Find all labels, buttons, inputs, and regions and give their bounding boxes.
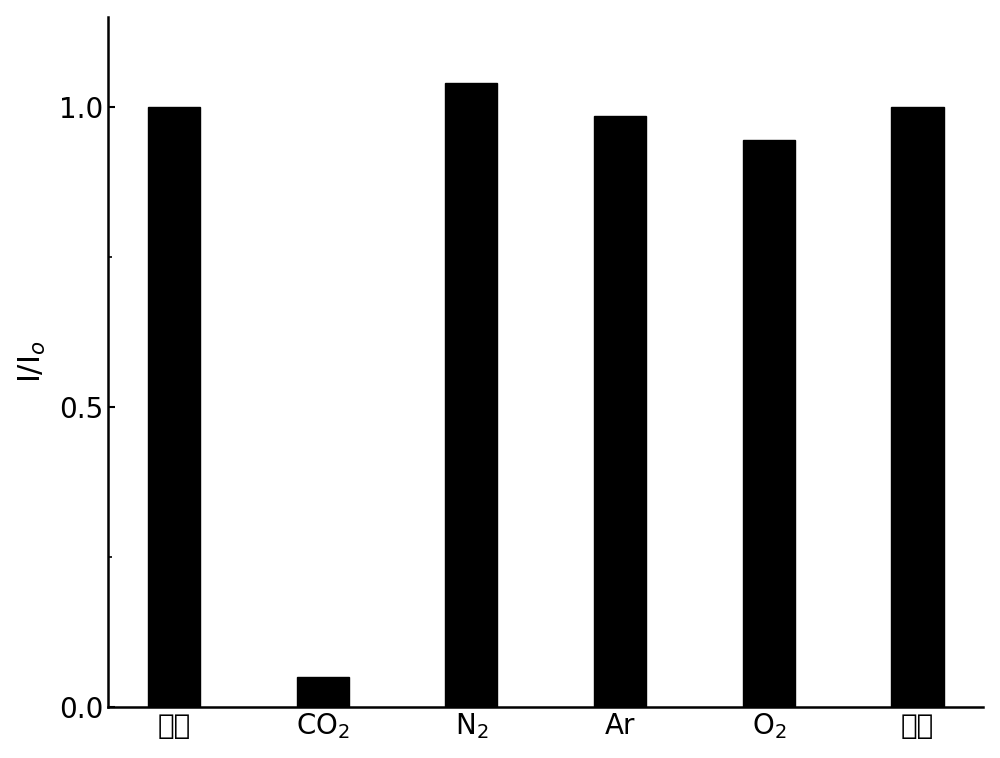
Y-axis label: I/I$_o$: I/I$_o$ xyxy=(17,340,48,383)
Bar xyxy=(891,107,944,706)
Bar xyxy=(594,116,646,706)
Bar xyxy=(148,107,200,706)
Bar xyxy=(743,139,795,706)
Bar xyxy=(445,83,497,706)
Bar xyxy=(297,677,349,706)
